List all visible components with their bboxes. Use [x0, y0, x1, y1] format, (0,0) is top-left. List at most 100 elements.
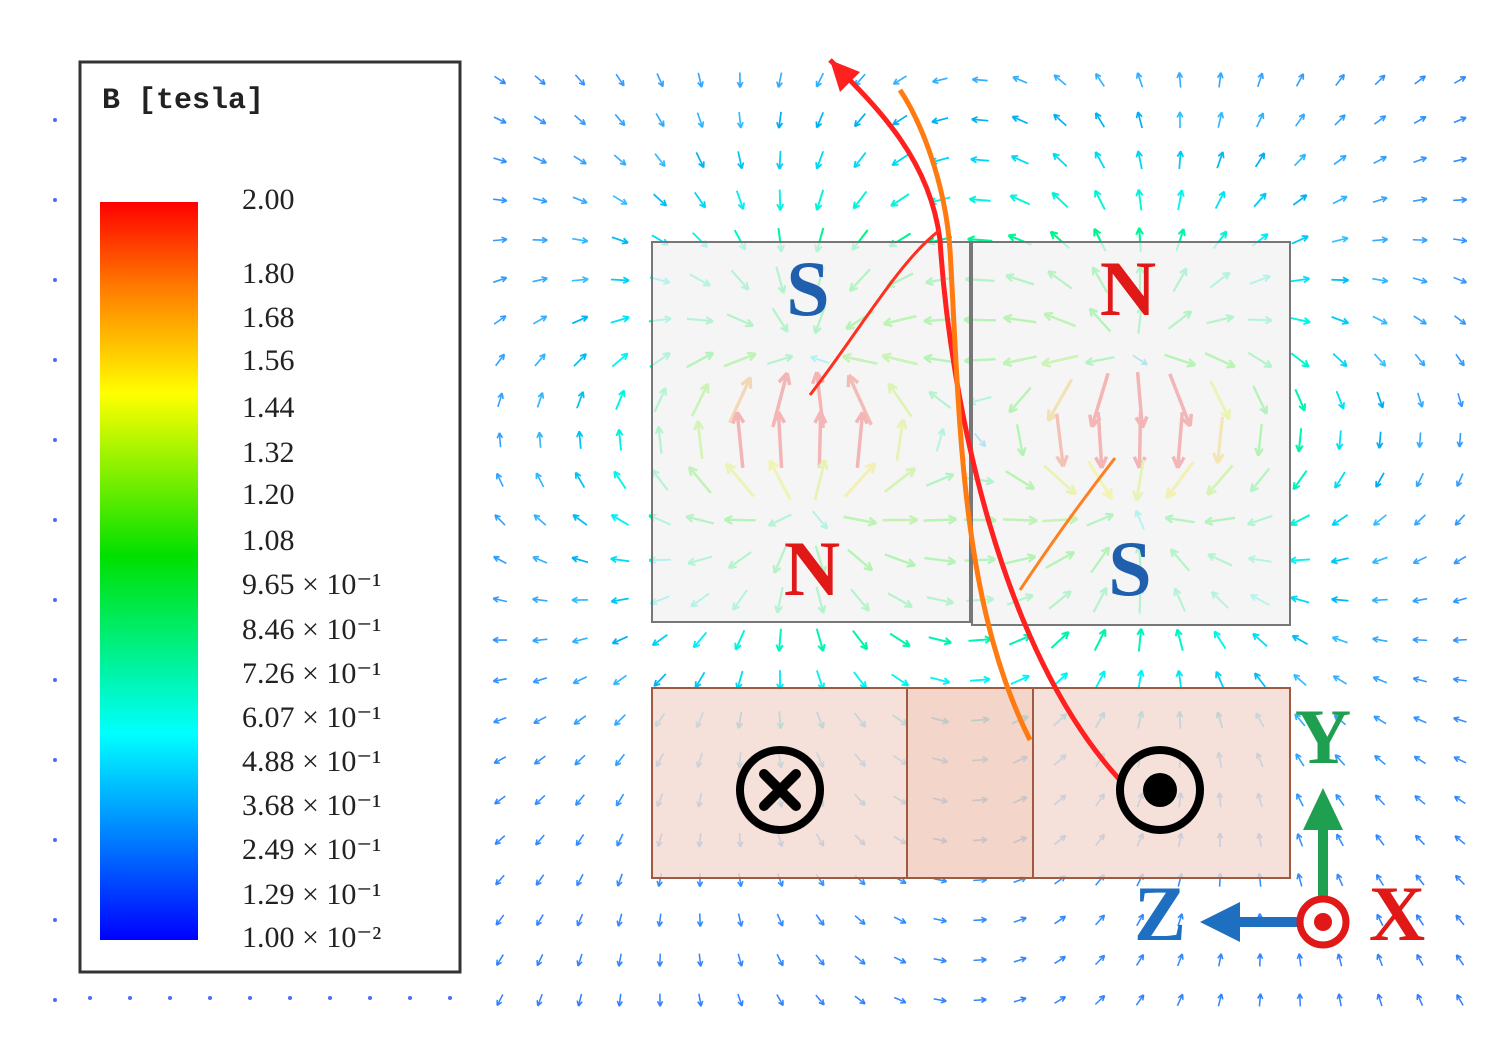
field-arrow — [694, 191, 707, 209]
field-arrow — [1094, 954, 1106, 966]
legend-label: 1.29 × 10⁻¹ — [242, 878, 381, 911]
field-arrow — [533, 115, 547, 125]
field-arrow — [571, 596, 589, 604]
field-dot — [53, 438, 57, 442]
field-arrow — [1452, 597, 1467, 604]
field-dot — [53, 758, 57, 762]
field-arrow — [1413, 315, 1427, 325]
legend-label: 6.07 × 10⁻¹ — [242, 701, 381, 734]
field-arrow — [1176, 150, 1184, 170]
current-out-of-page — [1116, 746, 1204, 834]
field-arrow — [889, 632, 911, 648]
field-arrow — [1094, 112, 1106, 128]
field-arrow — [1176, 953, 1184, 967]
field-arrow — [497, 392, 504, 408]
field-arrow — [852, 629, 869, 651]
field-arrow — [1373, 155, 1387, 165]
axis-label: Z — [1134, 870, 1186, 957]
field-arrow — [610, 315, 630, 324]
field-arrow — [536, 914, 544, 927]
field-arrow — [971, 116, 989, 124]
field-arrow — [1176, 111, 1184, 129]
field-arrow — [1413, 514, 1426, 526]
field-arrow — [1455, 914, 1465, 926]
field-arrow — [571, 315, 589, 325]
field-arrow — [574, 754, 586, 766]
field-arrow — [573, 352, 587, 367]
field-arrow — [615, 389, 626, 411]
field-arrow — [1372, 636, 1388, 643]
pole-label: S — [1108, 525, 1151, 612]
field-arrow — [1252, 632, 1268, 648]
field-arrow — [1456, 473, 1464, 488]
field-arrow — [1412, 556, 1428, 565]
magnet-right — [971, 241, 1291, 626]
field-arrow — [1414, 795, 1426, 805]
field-arrow — [1214, 190, 1226, 209]
field-arrow — [1373, 754, 1386, 765]
field-arrow — [532, 555, 548, 564]
field-arrow — [776, 994, 784, 1007]
legend-label: 4.88 × 10⁻¹ — [242, 745, 381, 778]
field-dot — [53, 998, 57, 1002]
field-arrow — [1453, 236, 1468, 244]
field-arrow — [1371, 596, 1388, 604]
axis-label: X — [1369, 870, 1425, 957]
legend-label: 1.44 — [242, 391, 295, 424]
field-arrow — [575, 834, 585, 847]
field-arrow — [611, 352, 629, 368]
field-arrow — [1373, 353, 1387, 367]
field-arrow — [853, 152, 867, 169]
field-arrow — [614, 113, 626, 127]
field-arrow — [572, 675, 588, 685]
field-arrow — [534, 834, 545, 846]
field-dot — [408, 996, 412, 1000]
field-arrow — [1416, 432, 1424, 448]
field-arrow — [1052, 113, 1067, 127]
field-arrow — [736, 72, 744, 88]
field-arrow — [1290, 595, 1310, 604]
field-arrow — [1453, 716, 1467, 723]
field-arrow — [492, 677, 507, 684]
field-arrow — [815, 914, 825, 927]
field-arrow — [492, 596, 508, 603]
field-arrow — [1253, 672, 1266, 688]
field-arrow — [933, 917, 947, 924]
field-arrow — [532, 636, 548, 644]
field-arrow — [1452, 676, 1467, 684]
field-arrow — [1254, 152, 1266, 168]
field-arrow — [1013, 916, 1027, 923]
field-arrow — [496, 432, 504, 448]
axis-label: Y — [1295, 693, 1351, 780]
magnet-left — [651, 241, 971, 623]
field-arrow — [776, 72, 783, 88]
field-arrow — [534, 75, 546, 86]
field-arrow — [1452, 636, 1467, 644]
field-arrow — [572, 196, 588, 205]
field-arrow — [1413, 755, 1427, 765]
field-arrow — [854, 995, 866, 1005]
field-arrow — [613, 154, 627, 166]
legend-label: 1.20 — [242, 478, 295, 511]
field-arrow — [1376, 913, 1384, 927]
field-arrow — [572, 514, 588, 526]
dot — [1314, 913, 1332, 931]
field-arrow — [776, 953, 784, 967]
field-arrow — [969, 675, 991, 684]
field-arrow — [893, 916, 907, 924]
legend-label: 1.00 × 10⁻² — [242, 921, 381, 954]
field-arrow — [1093, 628, 1107, 651]
field-arrow — [576, 430, 584, 449]
field-arrow — [1135, 189, 1144, 211]
field-arrow — [532, 677, 548, 684]
field-arrow — [1289, 514, 1311, 526]
field-arrow — [1296, 793, 1304, 807]
field-arrow — [1336, 993, 1343, 1007]
field-arrow — [493, 315, 507, 325]
field-arrow — [1290, 352, 1310, 368]
field-arrow — [1010, 674, 1030, 685]
field-dot — [368, 996, 372, 1000]
field-arrow — [1256, 953, 1264, 967]
field-arrow — [656, 993, 664, 1007]
